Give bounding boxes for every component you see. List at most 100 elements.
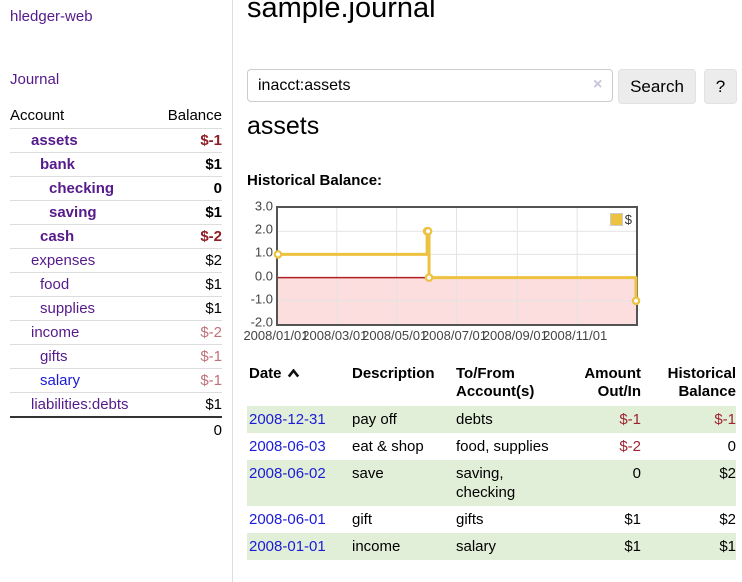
register-row: 2008-12-31 pay off debts $-1 $-1 [247, 406, 736, 433]
account-row: cash $-2 [10, 224, 222, 249]
account-link[interactable]: checking [49, 180, 115, 197]
transaction-date-link[interactable]: 2008-06-02 [249, 465, 326, 482]
register-cell-accounts: debts [448, 406, 560, 433]
accounts-total-row: 0 [10, 416, 222, 443]
account-row: expenses $2 [10, 248, 222, 273]
y-axis-tick-label: 2.0 [254, 221, 273, 237]
register-account-name: saving, [456, 465, 504, 482]
register-cell-balance: 0 [727, 438, 736, 455]
account-row: food $1 [10, 272, 222, 297]
sidebar: hledger-web Journal Account Balance asse… [0, 0, 233, 582]
account-link[interactable]: bank [40, 156, 76, 173]
account-row: assets $-1 [10, 128, 222, 153]
register-cell-description: income [344, 533, 448, 560]
accounts-total-value: 0 [155, 416, 222, 443]
register-cell-amount: $1 [624, 511, 641, 528]
page-title: sample.journal [247, 0, 436, 24]
historical-balance-chart: $ 3.0 2.0 1.0 0.0 -1.0 -2.0 2008/01/01 2008/03… [243, 198, 736, 350]
account-link[interactable]: saving [49, 204, 97, 221]
register-cell-balance: $-1 [641, 406, 736, 433]
account-row: gifts $-1 [10, 344, 222, 369]
register-header-amount: Amount Out/In [584, 365, 641, 400]
account-link[interactable]: gifts [40, 348, 68, 365]
account-link[interactable]: liabilities:debts [31, 396, 129, 413]
register-header-date[interactable]: Date [247, 360, 344, 406]
account-balance: $2 [155, 248, 222, 273]
register-cell-amount: $-1 [560, 406, 641, 433]
account-balance: $1 [155, 296, 222, 321]
y-axis-tick-label: 3.0 [254, 198, 273, 214]
clear-search-icon[interactable]: × [593, 76, 603, 93]
transaction-date-link[interactable]: 2008-01-01 [249, 538, 326, 555]
legend-swatch-icon [609, 213, 623, 226]
register-cell-accounts: salary [448, 533, 560, 560]
x-axis-tick-label: 2008/03/01 [302, 328, 368, 343]
account-row: checking 0 [10, 176, 222, 201]
chart-title: Historical Balance: [247, 172, 383, 189]
account-row: bank $1 [10, 152, 222, 177]
sidebar-item-journal[interactable]: Journal [10, 71, 60, 88]
account-link[interactable]: assets [31, 132, 78, 149]
register-header-balance: Historical Balance [667, 365, 736, 400]
register-row: 2008-06-01 gift gifts $1 $2 [247, 506, 736, 533]
accounts-header-balance: Balance [155, 103, 222, 129]
account-row: saving $1 [10, 200, 222, 225]
register-cell-date: 2008-06-03 [247, 433, 344, 460]
register-account-name: supplies [493, 438, 549, 455]
register-cell-balance: $2 [719, 511, 736, 528]
register-cell-description: gift [352, 511, 373, 528]
account-row: income $-2 [10, 320, 222, 345]
x-axis-tick-label: 2008/11/01 [543, 328, 608, 343]
register-cell-date: 2008-06-01 [247, 506, 344, 533]
transaction-date-link[interactable]: 2008-06-01 [249, 511, 326, 528]
accounts-table-header-row: Account Balance [10, 103, 222, 129]
help-button[interactable]: ? [704, 69, 737, 104]
legend-label: $ [624, 212, 632, 227]
register-row: 2008-06-03 eat & shop food, supplies $-2 0 [247, 433, 736, 460]
account-balance: $-1 [155, 128, 222, 153]
account-balance: $-1 [155, 344, 222, 369]
account-link[interactable]: expenses [31, 252, 96, 269]
account-link[interactable]: salary [40, 372, 81, 389]
register-header-row: Date Description To/From Account(s) Amoun… [247, 360, 736, 406]
register-account-name: salary [456, 538, 497, 555]
register-cell-accounts: saving, checking [448, 460, 560, 506]
search-button[interactable]: Search [618, 69, 696, 104]
account-link[interactable]: cash [40, 228, 75, 245]
account-balance: $-2 [155, 224, 222, 249]
register-header-accounts: To/From Account(s) [456, 365, 535, 400]
chart-legend: $ [609, 212, 632, 227]
account-balance: $1 [155, 152, 222, 177]
y-axis-tick-label: -2.0 [250, 314, 273, 330]
register-cell-date: 2008-01-01 [247, 533, 344, 560]
register-cell-amount: $1 [560, 533, 641, 560]
account-row: liabilities:debts $1 [10, 392, 222, 418]
accounts-table: Account Balance assets $-1 bank $1 checking 0… [10, 103, 222, 443]
register-account-name: debts [456, 411, 493, 428]
account-row: supplies $1 [10, 296, 222, 321]
x-axis-tick-label: 2008/05/01 [362, 328, 428, 343]
register-cell-description: pay off [344, 406, 448, 433]
transaction-date-link[interactable]: 2008-12-31 [249, 411, 326, 428]
register-account-name: checking [456, 484, 516, 501]
account-link[interactable]: supplies [40, 300, 96, 317]
chart-plot-area[interactable]: $ [273, 206, 641, 326]
register-cell-balance: $2 [641, 460, 736, 506]
account-link[interactable]: income [31, 324, 80, 341]
app-title-link[interactable]: hledger-web [10, 8, 93, 25]
x-axis-tick-label: 2008/07/01 [421, 328, 488, 343]
register-row: 2008-06-02 save saving, checking 0 $2 [247, 460, 736, 506]
register-cell-accounts: food, supplies [448, 433, 560, 460]
account-balance: $1 [155, 392, 222, 418]
register-account-name: food, [456, 438, 490, 455]
register-cell-amount: 0 [560, 460, 641, 506]
account-balance: $-2 [155, 320, 222, 345]
chart-canvas [273, 208, 641, 324]
register-header-description: Description [352, 365, 435, 382]
search-input[interactable] [247, 69, 613, 102]
account-link[interactable]: food [40, 276, 70, 293]
y-axis-tick-label: 0.0 [254, 268, 273, 284]
register-table: Date Description To/From Account(s) Amoun… [247, 360, 736, 560]
transaction-date-link[interactable]: 2008-06-03 [249, 438, 326, 455]
account-heading: assets [247, 112, 320, 140]
